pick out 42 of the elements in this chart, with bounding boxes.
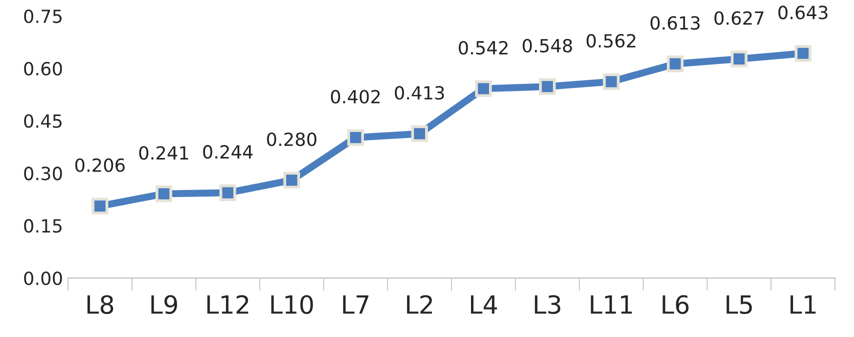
point: [283, 172, 300, 189]
text: 0.244: [203, 145, 253, 159]
x-tick-label: L12: [207, 295, 248, 314]
text: 0.241: [139, 146, 188, 160]
text: 0.280: [267, 132, 316, 146]
point: [666, 56, 684, 72]
text: 0.562: [586, 34, 636, 48]
x-tick-label: L1: [790, 295, 816, 314]
point: [219, 184, 236, 202]
point: [156, 185, 172, 202]
x-tick-label: L5: [726, 295, 752, 314]
y-tick-label: 0.45: [24, 114, 62, 128]
x-tick-label: L3: [534, 295, 560, 314]
text: 0.542: [458, 40, 508, 55]
y-tick-label: 0.00: [24, 271, 62, 286]
y-tick-label: 0.60: [24, 62, 62, 76]
text: 0.643: [778, 6, 828, 20]
y-tick-label: 0.75: [24, 9, 62, 24]
point: [539, 78, 556, 95]
text: 0.613: [650, 16, 700, 30]
point: [475, 80, 492, 97]
text: 0.413: [394, 86, 444, 100]
x-tick-label: L7: [343, 295, 368, 314]
x-tick-label: L9: [151, 295, 178, 314]
text: 0.402: [330, 90, 380, 104]
x-tick-label: L6: [662, 295, 689, 314]
y-tick-label: 0.15: [24, 219, 62, 233]
text: 0.548: [522, 38, 572, 53]
x-tick-label: L4: [470, 295, 497, 314]
point: [602, 73, 620, 90]
x-tick-label: L11: [590, 295, 632, 314]
x-tick-label: L10: [271, 295, 313, 314]
point: [411, 125, 428, 142]
point: [794, 45, 812, 62]
point: [730, 50, 748, 68]
point: [92, 198, 108, 214]
y-tick-label: 0.30: [24, 166, 62, 180]
text: 0.206: [75, 158, 125, 172]
x-tick-label: L8: [87, 295, 114, 314]
text: 0.627: [714, 11, 764, 25]
point: [347, 129, 364, 146]
x-tick-label: L2: [407, 295, 432, 314]
